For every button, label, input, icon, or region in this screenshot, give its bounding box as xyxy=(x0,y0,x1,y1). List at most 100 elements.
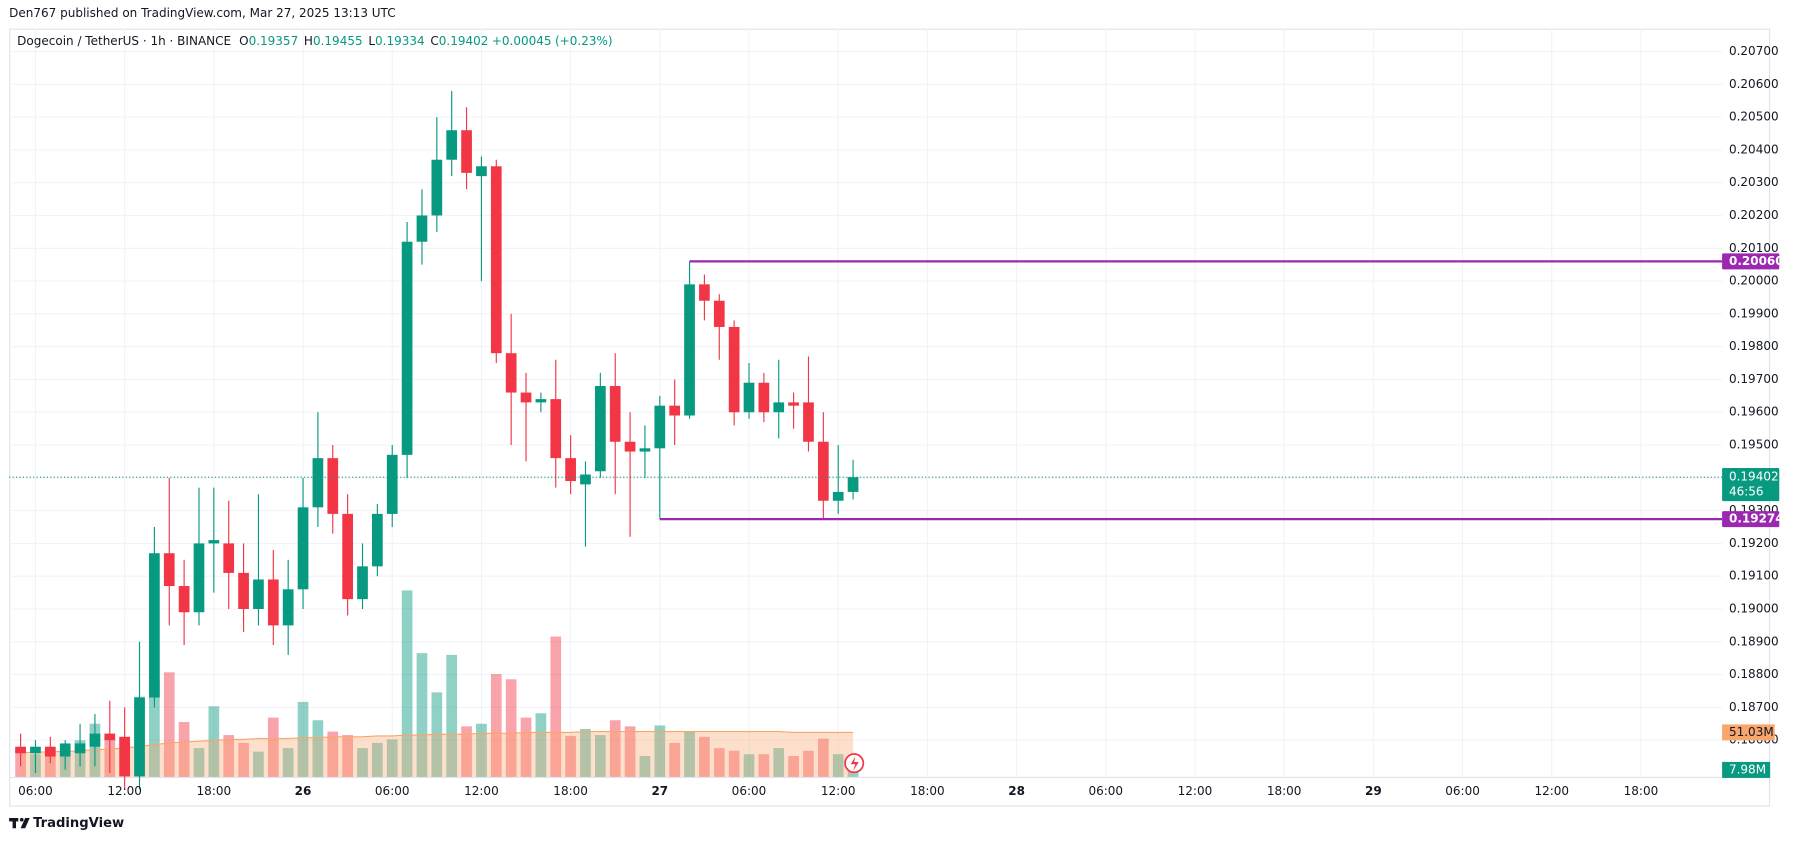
level-label: 0.19274 xyxy=(1729,512,1784,526)
x-tick-label: 06:00 xyxy=(732,784,767,798)
candle-body xyxy=(372,513,383,567)
candle-body xyxy=(89,733,101,747)
volume-bar xyxy=(178,721,190,777)
volume-bar xyxy=(803,750,814,777)
candle-body xyxy=(669,405,681,416)
volume-bar xyxy=(238,742,249,777)
overlay-layer: 0.186000.187000.188000.189000.190000.191… xyxy=(9,44,1784,798)
level-label: 0.20060 xyxy=(1729,254,1784,268)
candle-body xyxy=(832,491,844,501)
volume-bar xyxy=(193,748,205,777)
volume-ma-label-box xyxy=(1722,724,1775,741)
published-line: Den767 published on TradingView.com, Mar… xyxy=(9,6,395,20)
candle-body xyxy=(773,402,785,413)
volume-bar xyxy=(312,720,324,777)
candle-body xyxy=(327,458,339,514)
volume-bar xyxy=(654,725,666,777)
candle-body xyxy=(74,743,86,754)
y-tick-label: 0.20400 xyxy=(1729,142,1779,156)
x-tick-label: 18:00 xyxy=(1267,784,1302,798)
x-tick-label: 28 xyxy=(1008,784,1025,798)
x-tick-label: 06:00 xyxy=(1445,784,1480,798)
volume-bar xyxy=(773,748,785,777)
volume-bar xyxy=(253,751,264,777)
candle-body xyxy=(267,579,279,626)
ohlc-key: C xyxy=(430,34,438,48)
volume-bar xyxy=(208,706,220,777)
symbol-title: Dogecoin / TetherUS · 1h · BINANCE xyxy=(17,34,231,48)
candle-body xyxy=(803,402,814,442)
candle-body xyxy=(699,284,710,301)
y-tick-label: 0.18700 xyxy=(1729,700,1779,714)
volume-bar xyxy=(699,736,710,777)
candle-body xyxy=(238,572,249,609)
volume-bar xyxy=(520,717,532,777)
volume-ma-area xyxy=(20,731,854,777)
candle-body xyxy=(401,241,413,455)
volume-bar xyxy=(416,653,428,777)
candle-body xyxy=(342,513,353,600)
x-tick-label: 12:00 xyxy=(464,784,499,798)
candle-body xyxy=(565,458,576,482)
candle-body xyxy=(223,543,235,573)
ohlc-value: 0.19357 xyxy=(249,34,299,48)
y-tick-label: 0.19000 xyxy=(1729,601,1779,615)
candle-body xyxy=(817,441,829,501)
volume-label-box xyxy=(1722,761,1771,778)
ohlc-key: L xyxy=(368,34,375,48)
candle-body xyxy=(743,382,755,413)
volume-bar xyxy=(505,679,517,777)
x-tick-label: 18:00 xyxy=(197,784,232,798)
candle-body xyxy=(594,385,606,472)
volume-bar xyxy=(580,728,591,777)
candle-body xyxy=(386,454,398,514)
last-price-label: 0.19402 xyxy=(1729,470,1779,484)
candle-body xyxy=(609,385,621,442)
volume-bar xyxy=(372,742,383,777)
candle-body xyxy=(788,402,799,406)
volume-bar xyxy=(713,748,725,777)
y-tick-label: 0.19200 xyxy=(1729,536,1779,550)
candle-body xyxy=(505,353,517,393)
volume-bar xyxy=(401,590,413,777)
candle-body xyxy=(550,399,562,459)
candle-body xyxy=(728,326,740,413)
y-tick-label: 0.19600 xyxy=(1729,405,1779,419)
candle-body xyxy=(208,540,220,544)
candle-body xyxy=(624,441,636,452)
volume-bar xyxy=(565,735,576,777)
volume-bar xyxy=(758,754,770,777)
pane-border xyxy=(9,28,1771,807)
candle-body xyxy=(59,743,71,757)
x-tick-label: 06:00 xyxy=(18,784,53,798)
volume-bar xyxy=(476,723,487,777)
x-tick-label: 27 xyxy=(651,784,668,798)
last-price-box xyxy=(1722,468,1780,502)
volume-bar xyxy=(639,755,651,777)
volume-bar xyxy=(788,755,799,777)
candle-body xyxy=(282,589,294,626)
x-tick-label: 12:00 xyxy=(1178,784,1213,798)
candle-body xyxy=(163,553,175,587)
candle-body xyxy=(297,507,309,590)
volume-ma-line xyxy=(20,730,854,754)
candle-body xyxy=(149,553,160,698)
volume-bar xyxy=(282,748,294,777)
change-pct: (+0.23%) xyxy=(555,34,613,48)
candle-body xyxy=(654,405,666,449)
candle-body xyxy=(431,159,443,216)
volume-bar xyxy=(817,738,829,777)
x-tick-label: 06:00 xyxy=(1088,784,1123,798)
y-tick-label: 0.19800 xyxy=(1729,339,1779,353)
countdown: 46:56 xyxy=(1729,485,1764,499)
volume-bar xyxy=(847,769,859,777)
y-tick-label: 0.20200 xyxy=(1729,208,1779,222)
y-tick-label: 0.18900 xyxy=(1729,634,1779,648)
candle-body xyxy=(580,474,591,485)
volume-ma-label: 51.03M xyxy=(1729,725,1774,739)
ohlc-key: O xyxy=(239,34,248,48)
candle-body xyxy=(713,300,725,327)
